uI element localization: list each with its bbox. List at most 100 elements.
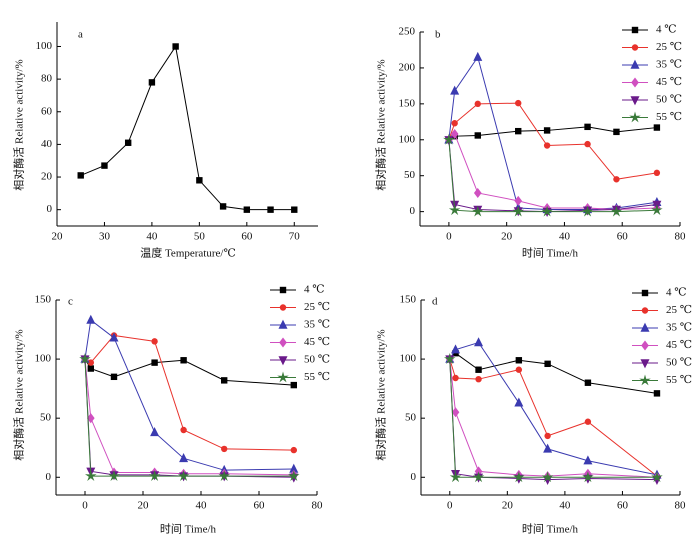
legend-label: 50 ℃ <box>304 354 330 366</box>
marker <box>472 471 485 483</box>
marker <box>85 470 97 481</box>
y-axis-label: 相对酶活 Relative activity/% <box>374 329 388 460</box>
panel-label: a <box>78 29 83 41</box>
marker <box>172 43 179 50</box>
marker <box>110 373 118 381</box>
y-tick-label: 150 <box>400 294 417 306</box>
marker <box>109 332 119 342</box>
panel-label: d <box>432 296 438 308</box>
y-tick-label: 200 <box>399 61 416 73</box>
marker <box>221 377 228 384</box>
legend-label: 4 ℃ <box>666 287 687 299</box>
marker <box>639 374 651 386</box>
marker <box>277 371 289 383</box>
marker <box>267 206 274 213</box>
y-axis-label: 相对酶活 Relative activity/% <box>12 329 26 460</box>
marker <box>515 357 523 364</box>
series-line <box>448 55 657 210</box>
series-line <box>449 359 658 478</box>
marker <box>475 366 482 373</box>
x-tick-label: 40 <box>196 500 208 512</box>
legend-label: 25 ℃ <box>656 41 682 53</box>
marker <box>630 59 640 69</box>
x-tick-label: 0 <box>82 500 88 512</box>
marker <box>473 187 482 198</box>
marker <box>515 366 523 373</box>
marker <box>180 426 187 434</box>
x-tick-label: 20 <box>138 500 150 512</box>
marker <box>221 445 228 453</box>
marker <box>474 100 481 108</box>
legend-label: 25 ℃ <box>304 301 330 313</box>
marker <box>124 139 132 146</box>
y-tick-label: 50 <box>405 412 417 424</box>
marker <box>452 374 459 382</box>
series-line <box>449 358 658 477</box>
y-tick-label: 150 <box>35 294 52 306</box>
marker <box>651 204 663 216</box>
x-tick-label: 40 <box>559 231 571 243</box>
x-tick-label: 0 <box>447 500 453 512</box>
panel-label: c <box>68 296 73 308</box>
marker <box>513 471 525 483</box>
series-line <box>449 352 658 394</box>
marker <box>451 120 458 127</box>
legend-label: 55 ℃ <box>666 374 692 386</box>
marker <box>150 427 160 437</box>
y-tick-label: 80 <box>41 73 53 85</box>
marker <box>475 375 482 383</box>
y-tick-label: 100 <box>399 133 416 145</box>
marker <box>450 85 460 95</box>
marker <box>151 338 158 345</box>
marker <box>288 470 300 481</box>
marker <box>630 96 640 106</box>
x-tick-label: 40 <box>146 231 158 243</box>
marker <box>279 337 287 348</box>
marker <box>148 470 161 481</box>
marker <box>544 432 551 440</box>
marker <box>641 307 649 314</box>
marker <box>444 353 456 364</box>
marker <box>543 142 551 149</box>
y-tick-label: 40 <box>41 138 53 150</box>
marker <box>613 176 620 183</box>
marker <box>584 418 592 425</box>
marker <box>631 26 639 34</box>
x-tick-label: 80 <box>312 500 324 512</box>
marker <box>582 471 594 483</box>
marker <box>87 359 95 366</box>
marker <box>541 471 554 483</box>
marker <box>279 304 287 311</box>
series-line <box>448 126 657 141</box>
legend-label: 25 ℃ <box>666 304 692 316</box>
marker <box>653 169 661 177</box>
marker <box>512 205 524 217</box>
x-tick-label: 60 <box>254 500 266 512</box>
y-tick-label: 0 <box>46 471 52 483</box>
y-tick-label: 20 <box>41 171 53 183</box>
marker <box>474 132 481 139</box>
y-axis-label: 相对酶活 Relative activity/% <box>374 59 388 190</box>
marker <box>629 111 641 123</box>
x-axis-label: 温度 Temperature/℃ <box>140 246 236 260</box>
y-tick-label: 250 <box>399 26 416 38</box>
marker <box>86 314 96 324</box>
marker <box>86 413 95 424</box>
legend-label: 50 ℃ <box>656 94 682 106</box>
marker <box>177 470 190 481</box>
legend-label: 35 ℃ <box>304 319 330 331</box>
x-axis-label: 时间 Time/h <box>160 523 217 536</box>
marker <box>87 365 94 372</box>
marker <box>581 205 594 217</box>
y-tick-label: 0 <box>410 205 416 217</box>
legend-label: 55 ℃ <box>656 111 682 123</box>
x-tick-label: 50 <box>194 231 206 243</box>
x-tick-label: 80 <box>675 500 687 512</box>
legend-label: 4 ℃ <box>304 284 325 296</box>
x-tick-label: 60 <box>617 500 629 512</box>
marker <box>584 140 591 148</box>
marker <box>543 127 551 134</box>
legend-label: 55 ℃ <box>304 371 330 383</box>
marker <box>631 77 639 88</box>
